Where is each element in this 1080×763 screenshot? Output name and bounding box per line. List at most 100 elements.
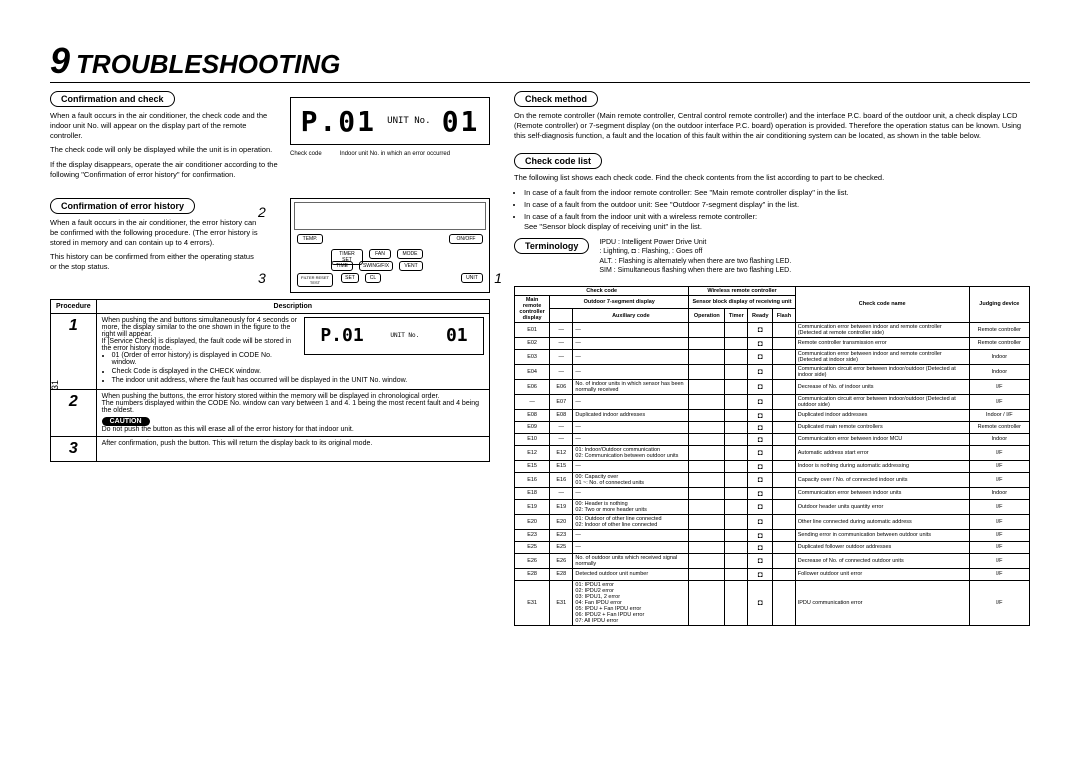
table-cell: I/F [969,553,1029,568]
th-judge: Judging device [969,286,1029,322]
table-cell: I/F [969,541,1029,553]
table-cell: Indoor [969,433,1029,445]
table-cell: I/F [969,529,1029,541]
table-cell: — [573,322,689,337]
table-cell: E08 [550,409,573,421]
table-cell [725,487,748,499]
table-cell: IPDU communication error [795,580,969,625]
table-cell: — [573,460,689,472]
table-cell [725,553,748,568]
table-cell [725,364,748,379]
table-cell: ◘ [748,580,773,625]
text: If the display disappears, operate the a… [50,160,280,180]
table-cell [725,580,748,625]
table-cell [725,409,748,421]
table-cell: E15 [550,460,573,472]
table-cell [725,460,748,472]
lcd-display: P.01 UNIT No. 01 [290,97,490,145]
remote-btn-mode: MODE [397,249,423,259]
text: After confirmation, push the button. Thi… [102,440,484,447]
table-cell: No. of indoor units in which sensor has … [573,379,689,394]
proc-header-desc: Description [96,299,489,313]
table-cell: E28 [515,568,550,580]
table-cell [689,445,725,460]
remote-btn-fan: FAN [369,249,391,259]
table-cell: — [550,322,573,337]
table-cell [689,394,725,409]
table-row: E03——◘Communication error between indoor… [515,349,1030,364]
divider [50,82,1030,83]
table-cell: E23 [550,529,573,541]
table-cell: — [573,349,689,364]
remote-btn-swing: SWING/FIX [359,261,393,271]
remote-btn-unit: UNIT [461,273,483,283]
table-cell: Communication error between indoor units [795,487,969,499]
lcd-b: 01 [446,325,468,346]
lcd-a: P.01 [320,325,363,346]
th-op: Operation [689,309,725,323]
table-cell: ◘ [748,514,773,529]
table-cell: ◘ [748,553,773,568]
section-error-history: Confirmation of error history [50,198,195,214]
table-cell: I/F [969,514,1029,529]
table-cell [689,337,725,349]
table-cell: Decrease of No. of indoor units [795,379,969,394]
table-row: E23E23—◘Sending error in communication b… [515,529,1030,541]
table-cell: E12 [515,445,550,460]
table-cell [689,499,725,514]
table-cell [689,379,725,394]
table-row: E12E1201: Indoor/Outdoor communication 0… [515,445,1030,460]
table-row: E08E08Duplicated indoor addresses◘Duplic… [515,409,1030,421]
table-cell [725,445,748,460]
table-cell [689,580,725,625]
table-row: E09——◘Duplicated main remote controllers… [515,421,1030,433]
table-row: E06E06No. of indoor units in which senso… [515,379,1030,394]
table-cell: I/F [969,460,1029,472]
text: Check Code is displayed in the CHECK win… [112,368,484,375]
table-cell: — [550,364,573,379]
section-check-method: Check method [514,91,598,107]
table-cell: — [550,337,573,349]
section-terminology: Terminology [514,238,589,254]
table-cell: ◘ [748,421,773,433]
lcd-check-label: Check code [290,151,322,157]
text: On the remote controller (Main remote co… [514,111,1030,141]
remote-btn-vent: VENT [399,261,423,271]
table-cell [773,349,795,364]
lcd-check-code: P.01 [301,105,376,138]
table-row: E20E2001: Outdoor of other line connecte… [515,514,1030,529]
table-cell [725,529,748,541]
text: When pushing the buttons, the error hist… [102,393,484,400]
th-name: Check code name [795,286,969,322]
table-cell: Indoor [969,364,1029,379]
table-cell: E16 [550,472,573,487]
table-cell: Indoor [969,349,1029,364]
table-cell: — [550,421,573,433]
table-cell: Duplicated follower outdoor addresses [795,541,969,553]
table-cell: — [573,364,689,379]
table-cell: E01 [515,322,550,337]
table-row: E31E3101: IPDU1 error 02: IPDU2 error 03… [515,580,1030,625]
table-cell: ◘ [748,322,773,337]
table-cell: Detected outdoor unit number [573,568,689,580]
table-cell [689,433,725,445]
table-cell [689,472,725,487]
text: IPDU : Intelligent Power Drive Unit [599,238,791,247]
table-cell: — [550,349,573,364]
text: The numbers displayed within the CODE No… [102,400,484,414]
table-cell: 01: Indoor/Outdoor communication 02: Com… [573,445,689,460]
table-row: E02——◘Remote controller transmission err… [515,337,1030,349]
text: The following list shows each check code… [514,173,1030,183]
table-cell: E06 [550,379,573,394]
text: In case of a fault from the outdoor unit… [524,200,1030,210]
remote-btn-filter: FILTER RESET TEST [297,273,333,287]
table-row: E19E1900: Header is nothing 02: Two or m… [515,499,1030,514]
table-cell: E15 [515,460,550,472]
table-row: E15E15—◘Indoor is nothing during automat… [515,460,1030,472]
table-cell: Remote controller [969,322,1029,337]
table-cell: Sending error in communication between o… [795,529,969,541]
table-cell: 01: Outdoor of other line connected 02: … [573,514,689,529]
table-cell [725,568,748,580]
table-cell: — [573,421,689,433]
table-row: E25E25—◘Duplicated follower outdoor addr… [515,541,1030,553]
